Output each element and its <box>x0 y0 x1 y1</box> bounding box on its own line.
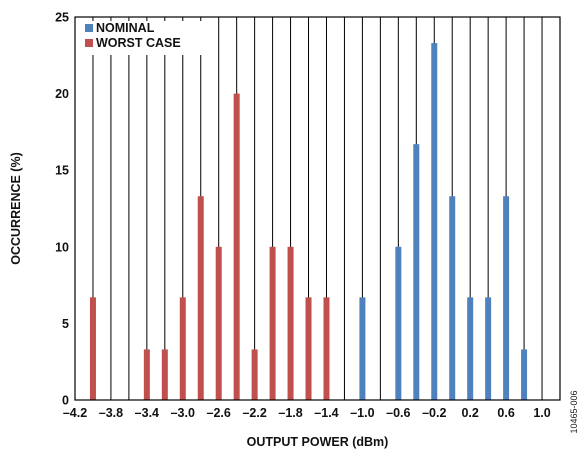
bar-worst-case-1 <box>143 349 150 400</box>
x-tick-label: –3.4 <box>135 406 159 420</box>
bar-worst-case-9 <box>287 246 294 400</box>
x-tick-label: –3.0 <box>171 406 195 420</box>
legend-background <box>80 21 210 55</box>
y-axis-title: OCCURRENCE (%) <box>9 152 23 265</box>
legend-swatch-nominal <box>85 24 93 32</box>
x-tick-label: –1.0 <box>350 406 374 420</box>
bar-worst-case-8 <box>269 246 276 400</box>
legend-label-nominal: NOMINAL <box>96 21 155 35</box>
x-tick-label: –1.8 <box>278 406 302 420</box>
bar-nominal-8 <box>521 349 528 400</box>
bar-worst-case-6 <box>233 93 240 400</box>
bar-series <box>89 43 528 400</box>
x-tick-label: –2.2 <box>242 406 266 420</box>
bar-worst-case-0 <box>89 297 96 400</box>
vertical-gridlines <box>92 17 543 400</box>
x-tick-label: –0.6 <box>386 406 410 420</box>
bar-worst-case-11 <box>323 297 330 400</box>
bar-worst-case-5 <box>215 246 222 400</box>
bar-nominal-5 <box>467 297 474 400</box>
figure-id: 10465-006 <box>569 390 579 433</box>
bar-worst-case-10 <box>305 297 312 400</box>
plot-area-frame <box>74 16 561 401</box>
y-axis-tick-labels: 0 5 10 15 20 25 <box>55 11 69 408</box>
bar-nominal-1 <box>395 246 402 400</box>
legend-label-worst-case: WORST CASE <box>96 36 181 50</box>
x-tick-label: 1.0 <box>533 406 550 420</box>
y-tick-label: 25 <box>55 11 69 25</box>
bar-nominal-0 <box>359 297 366 400</box>
x-tick-label: –3.8 <box>99 406 123 420</box>
y-tick-label: 20 <box>55 87 69 101</box>
bar-nominal-2 <box>413 144 420 400</box>
legend-swatch-worst-case <box>85 39 93 47</box>
x-tick-label: –2.6 <box>207 406 231 420</box>
x-axis-title: OUTPUT POWER (dBm) <box>247 435 389 449</box>
bar-nominal-4 <box>449 196 456 400</box>
legend: NOMINAL WORST CASE <box>80 21 210 55</box>
y-tick-label: 15 <box>55 164 69 178</box>
bar-worst-case-7 <box>251 349 258 400</box>
x-tick-label: –0.2 <box>422 406 446 420</box>
bar-nominal-7 <box>503 196 510 400</box>
x-tick-label: –1.4 <box>314 406 338 420</box>
x-tick-label: –4.2 <box>63 406 87 420</box>
x-axis-tick-labels: –4.2 –3.8 –3.4 –3.0 –2.6 –2.2 –1.8 –1.4 –1.0 –0.6… <box>63 406 551 420</box>
y-tick-label: 5 <box>62 317 69 331</box>
bar-nominal-3 <box>431 43 438 400</box>
bar-worst-case-3 <box>179 297 186 400</box>
y-tick-label: 10 <box>55 240 69 254</box>
y-tick-label: 0 <box>62 394 69 408</box>
x-tick-label: 0.6 <box>497 406 514 420</box>
bar-worst-case-2 <box>161 349 168 400</box>
x-tick-label: 0.2 <box>461 406 478 420</box>
bar-worst-case-4 <box>197 196 204 400</box>
bar-nominal-6 <box>485 297 492 400</box>
